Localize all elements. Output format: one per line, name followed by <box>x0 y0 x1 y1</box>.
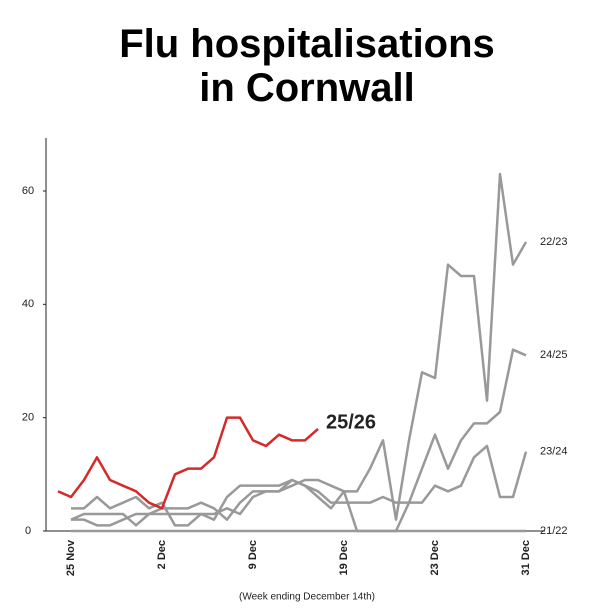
series-label: 25/26 <box>326 411 376 433</box>
series-label: 24/25 <box>540 349 568 361</box>
series-line <box>71 348 527 527</box>
y-tick-label: 40 <box>22 298 34 310</box>
x-tick-label: 25 Nov <box>65 539 77 576</box>
series-line <box>57 416 319 510</box>
y-tick-label: 20 <box>22 412 34 424</box>
x-tick-label: 23 Dec <box>429 540 441 575</box>
note: (Week ending December 14th) <box>239 592 375 603</box>
series-line <box>71 172 528 527</box>
x-tick-label: 19 Dec <box>338 540 350 575</box>
series-label: 22/23 <box>540 236 568 248</box>
series-label: 23/24 <box>540 446 568 458</box>
chart-title: Flu hospitalisations in Cornwall <box>119 22 495 110</box>
x-tick-label: 9 Dec <box>247 540 259 569</box>
series-line <box>70 444 528 533</box>
series-label: 21/22 <box>540 525 568 537</box>
y-tick-label: 0 <box>25 525 31 537</box>
y-tick-label: 60 <box>22 185 34 197</box>
x-tick-label: 2 Dec <box>156 540 168 569</box>
x-tick-label: 31 Dec <box>520 540 532 575</box>
